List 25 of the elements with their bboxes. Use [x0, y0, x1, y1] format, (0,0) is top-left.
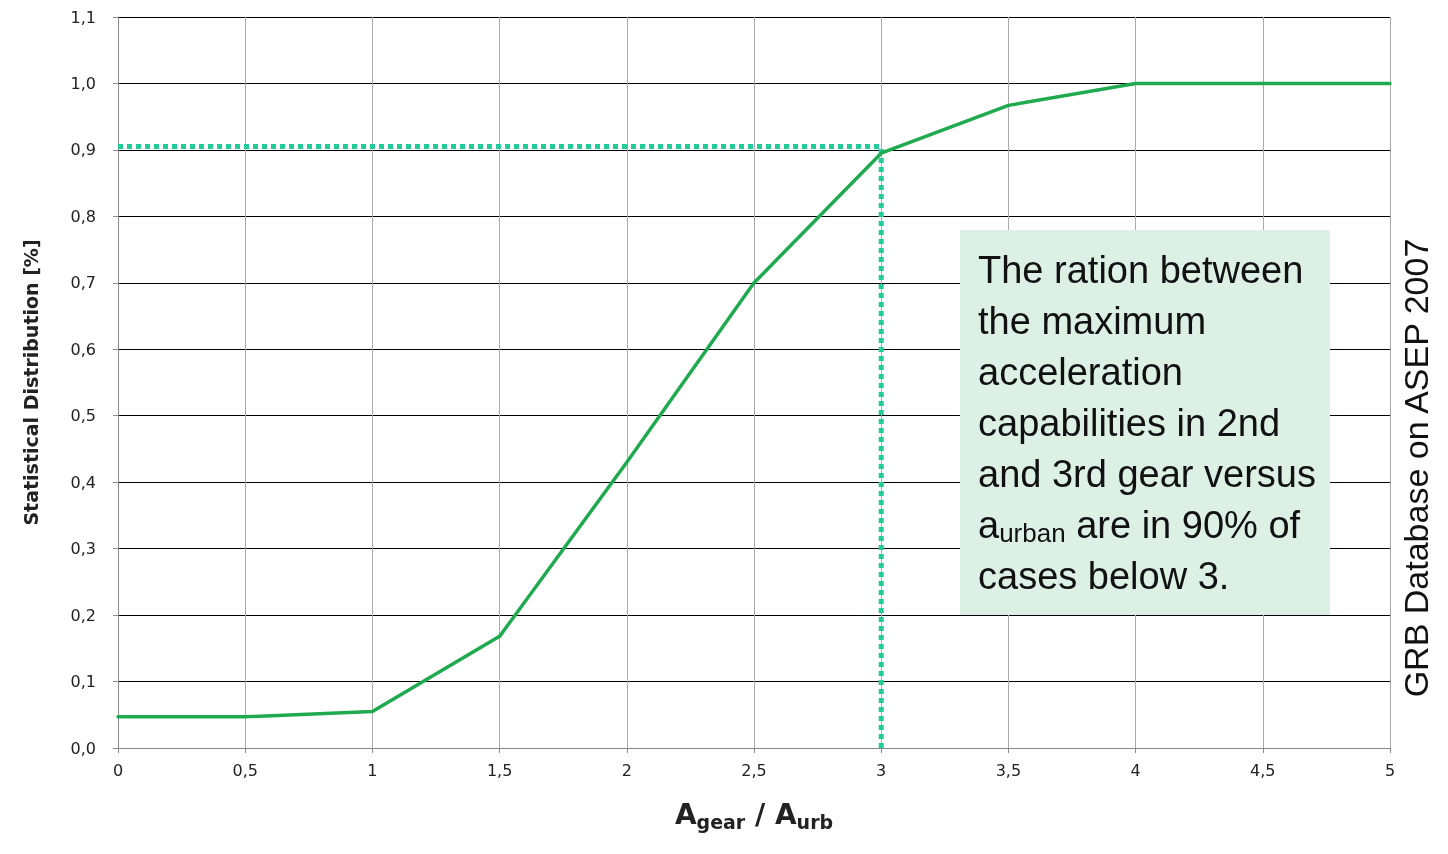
- x-tick-label: 1: [367, 760, 378, 780]
- x-tick-label: 5: [1384, 760, 1396, 780]
- y-tick-label: 0,9: [70, 140, 96, 160]
- y-tick-label: 0,8: [70, 206, 96, 226]
- y-tick-label: 0,3: [70, 539, 96, 559]
- x-tick-label: 0: [112, 760, 124, 780]
- y-axis-title: Statistical Distribution [%]: [19, 239, 42, 526]
- y-tick-label: 0,0: [70, 738, 96, 758]
- y-tick-label: 1,1: [70, 7, 96, 27]
- x-tick-label: 1,5: [486, 760, 513, 780]
- y-tick-label: 1,0: [70, 73, 96, 93]
- y-tick-label: 0,2: [70, 605, 96, 625]
- y-tick-label: 0,1: [70, 672, 96, 692]
- x-tick-label: 2,5: [741, 760, 767, 780]
- text: GRB Database on ASEP 2007: [1397, 238, 1435, 698]
- y-tick-label: 0,4: [70, 472, 96, 492]
- y-tick-label: 0,5: [70, 406, 96, 426]
- x-tick-label: 2: [621, 760, 632, 780]
- y-tick-label: 0,7: [70, 273, 96, 293]
- x-tick-label: 4: [1130, 760, 1141, 780]
- y-tick-label: 0,6: [70, 339, 96, 359]
- x-tick-label: 0,5: [232, 760, 258, 780]
- x-tick-label: 4,5: [1250, 760, 1276, 780]
- x-tick-label: 3: [876, 760, 887, 780]
- x-tick-label: 3,5: [995, 760, 1022, 780]
